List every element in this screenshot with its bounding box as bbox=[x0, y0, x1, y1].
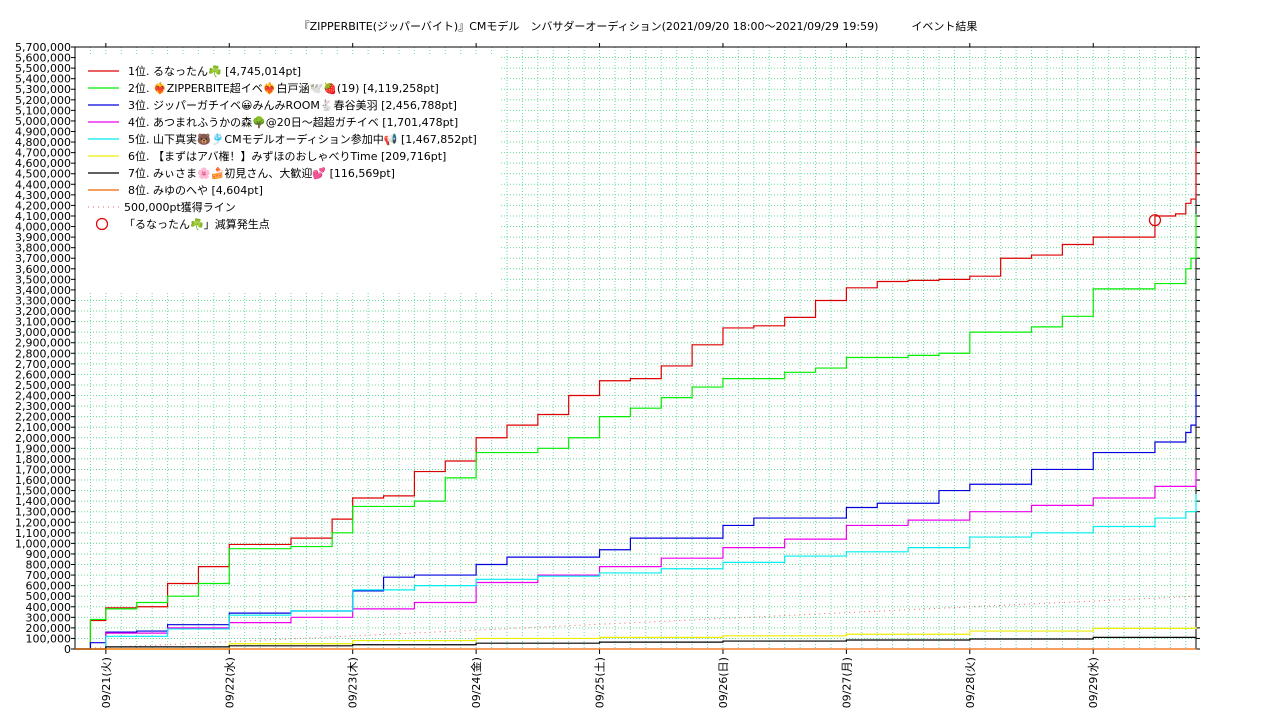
y-tick-label: 5,700,000 bbox=[15, 41, 71, 54]
x-tick-label: 09/21(火) bbox=[100, 657, 113, 708]
legend-label: 5位. 山下真実🐻🎐CMモデルオーディション参加中📢 [1,467,852pt] bbox=[128, 132, 477, 146]
legend-label: 4位. あつまれふうかの森🌳@20日〜超超ガチイベ [1,701,478pt] bbox=[128, 115, 458, 129]
legend-label: 2位. ❤️‍🔥ZIPPERBITE超イベ❤️‍🔥白戸涵🕊️🍓(19) [4,1… bbox=[128, 81, 439, 95]
legend-label: 1位. るなったん☘️ [4,745,014pt] bbox=[128, 64, 301, 78]
x-tick-label: 09/23(木) bbox=[347, 657, 360, 708]
x-tick-label: 09/28(火) bbox=[964, 657, 977, 708]
x-tick-label: 09/29(水) bbox=[1087, 657, 1100, 708]
legend-label: 「るなったん☘️」減算発生点 bbox=[124, 217, 270, 231]
legend-label: 8位. みゆのへや [4,604pt] bbox=[128, 183, 263, 197]
series-line-4 bbox=[75, 469, 1196, 649]
series-line-5 bbox=[75, 494, 1196, 649]
x-tick-label: 09/26(日) bbox=[717, 657, 730, 708]
series-line-3 bbox=[75, 390, 1196, 649]
x-tick-label: 09/24(金) bbox=[469, 657, 483, 708]
chart-title: 『ZIPPERBITE(ジッパーバイト)』CMモデル ンバサダーオーディション(… bbox=[299, 19, 978, 33]
legend-label: 6位. 【まずはアバ権！】みずほのおしゃべりTime [209,716pt] bbox=[128, 149, 446, 163]
x-tick-label: 09/22(水) bbox=[223, 657, 236, 708]
legend-label: 500,000pt獲得ライン bbox=[124, 201, 236, 214]
legend-label: 3位. ジッパーガチイベ😀みんみROOM🐇春谷美羽 [2,456,788pt] bbox=[128, 98, 457, 112]
legend: 1位. るなったん☘️ [4,745,014pt] 2位. ❤️‍🔥ZIPPERB… bbox=[77, 55, 501, 291]
x-tick-label: 09/25(土) bbox=[594, 657, 607, 708]
x-tick-label: 09/27(月) bbox=[840, 657, 853, 708]
legend-label: 7位. みぃさま🌸🍰初見さん、大歓迎💕 [116,569pt] bbox=[128, 166, 395, 180]
